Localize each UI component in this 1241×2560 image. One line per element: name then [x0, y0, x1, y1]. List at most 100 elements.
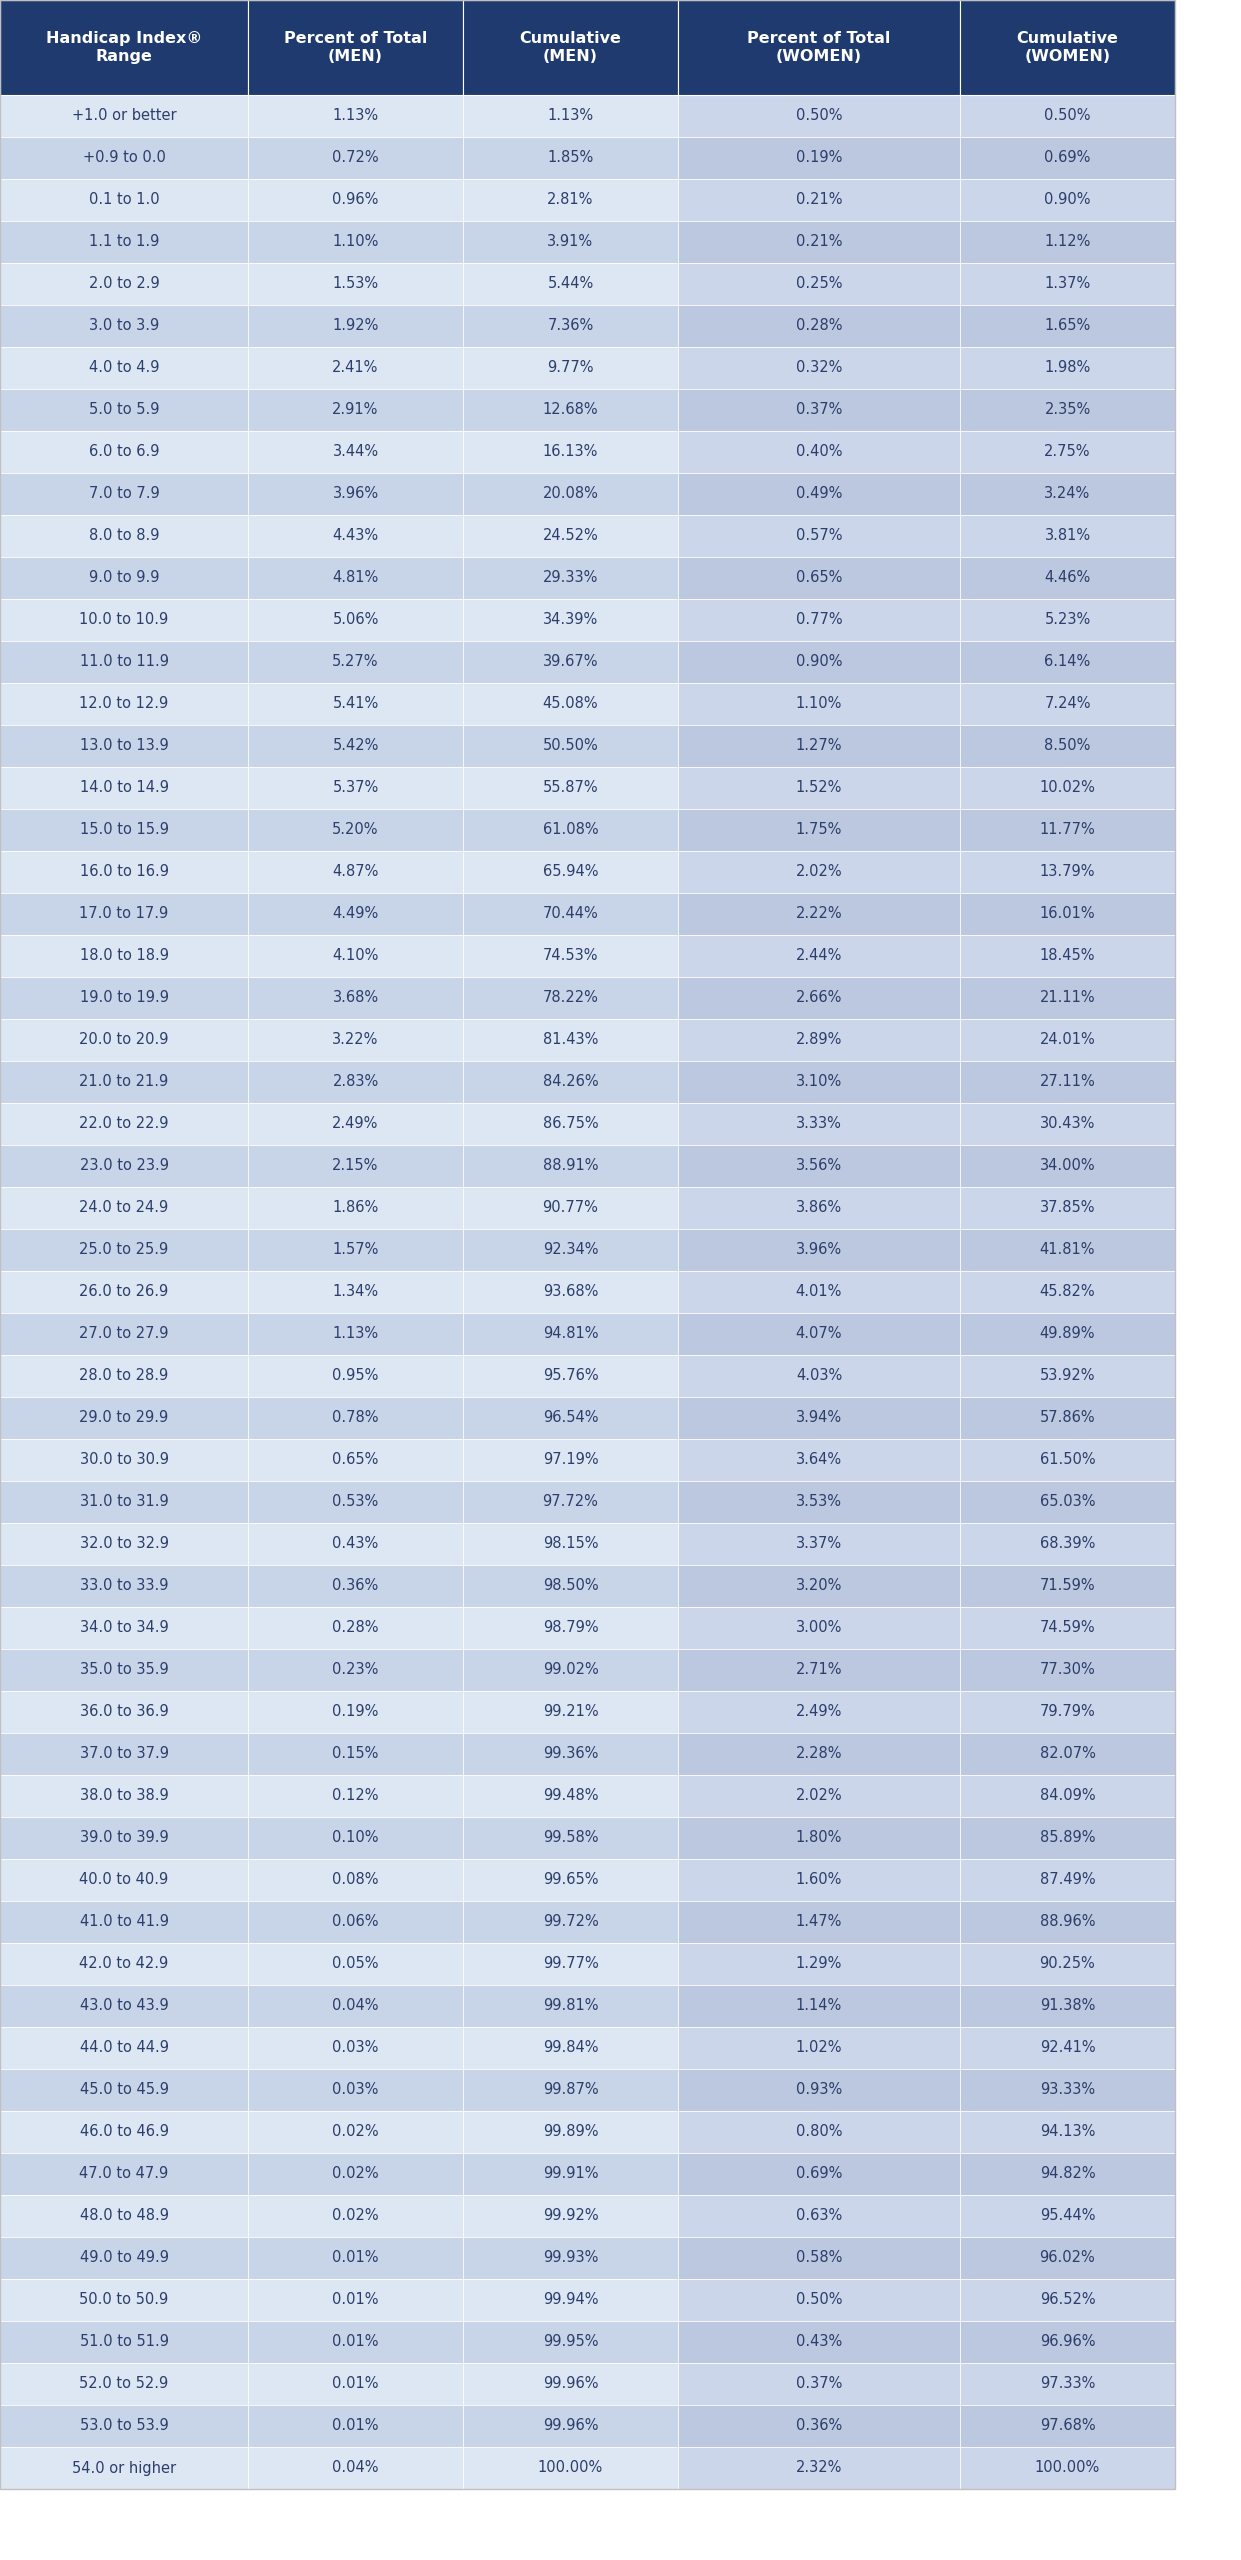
Text: +1.0 or better: +1.0 or better [72, 108, 176, 123]
Bar [0, 978, 248, 1019]
Bar [248, 1984, 463, 2028]
Text: 5.27%: 5.27% [333, 655, 379, 671]
Bar [961, 2068, 1175, 2112]
Text: 0.04%: 0.04% [333, 1999, 379, 2015]
Bar [678, 724, 961, 768]
Bar [248, 2278, 463, 2322]
Text: 18.0 to 18.9: 18.0 to 18.9 [79, 950, 169, 963]
Text: 1.57%: 1.57% [333, 1242, 379, 1257]
Bar [961, 599, 1175, 640]
Bar [678, 515, 961, 558]
Text: 1.86%: 1.86% [333, 1201, 379, 1216]
Bar [678, 2028, 961, 2068]
Bar [961, 1774, 1175, 1818]
Bar [248, 640, 463, 684]
Bar [0, 1188, 248, 1229]
Text: 44.0 to 44.9: 44.0 to 44.9 [79, 2040, 169, 2056]
Text: 1.92%: 1.92% [333, 317, 379, 333]
Bar [961, 1398, 1175, 1439]
Bar [248, 1692, 463, 1733]
Text: 5.0 to 5.9: 5.0 to 5.9 [89, 402, 159, 417]
Bar [463, 1523, 678, 1564]
Text: 3.37%: 3.37% [795, 1536, 843, 1551]
Bar [248, 850, 463, 893]
Bar [463, 1902, 678, 1943]
Bar [463, 2237, 678, 2278]
Bar [0, 1692, 248, 1733]
Text: 3.96%: 3.96% [333, 486, 379, 502]
Bar [463, 1649, 678, 1692]
Text: 2.71%: 2.71% [795, 1661, 843, 1677]
Text: 4.0 to 4.9: 4.0 to 4.9 [89, 361, 159, 376]
Bar [678, 1523, 961, 1564]
Text: 97.33%: 97.33% [1040, 2376, 1096, 2391]
Text: 99.87%: 99.87% [542, 2081, 598, 2097]
Bar [248, 768, 463, 809]
Text: 53.92%: 53.92% [1040, 1370, 1096, 1382]
Bar [678, 934, 961, 978]
Text: 0.63%: 0.63% [795, 2209, 843, 2225]
Bar [248, 934, 463, 978]
Bar [463, 264, 678, 305]
Text: 23.0 to 23.9: 23.0 to 23.9 [79, 1160, 169, 1172]
Bar [961, 1354, 1175, 1398]
Bar [463, 1859, 678, 1902]
Bar [0, 2447, 248, 2488]
Text: 0.32%: 0.32% [795, 361, 843, 376]
Bar [248, 179, 463, 220]
Text: 2.66%: 2.66% [795, 991, 843, 1006]
Text: 65.94%: 65.94% [542, 865, 598, 881]
Text: 16.0 to 16.9: 16.0 to 16.9 [79, 865, 169, 881]
Text: 3.24%: 3.24% [1045, 486, 1091, 502]
Bar [961, 1859, 1175, 1902]
Text: 99.96%: 99.96% [542, 2376, 598, 2391]
Bar [248, 1313, 463, 1354]
Bar [0, 179, 248, 220]
Text: 13.79%: 13.79% [1040, 865, 1096, 881]
Bar [248, 2112, 463, 2153]
Text: 27.0 to 27.9: 27.0 to 27.9 [79, 1326, 169, 1341]
Text: 7.36%: 7.36% [547, 317, 593, 333]
Bar [678, 640, 961, 684]
Bar [961, 934, 1175, 978]
Text: 0.49%: 0.49% [795, 486, 843, 502]
Text: 78.22%: 78.22% [542, 991, 598, 1006]
Bar [463, 1060, 678, 1103]
Text: 0.77%: 0.77% [795, 612, 843, 627]
Text: 8.50%: 8.50% [1045, 737, 1091, 753]
Text: 3.10%: 3.10% [795, 1075, 843, 1091]
Text: 29.33%: 29.33% [542, 571, 598, 586]
Text: 94.82%: 94.82% [1040, 2166, 1096, 2181]
Bar [961, 768, 1175, 809]
Bar [678, 850, 961, 893]
Bar [678, 2447, 961, 2488]
Bar [248, 2068, 463, 2112]
Bar [248, 430, 463, 474]
Bar [463, 1818, 678, 1859]
Text: 51.0 to 51.9: 51.0 to 51.9 [79, 2335, 169, 2350]
Bar [463, 220, 678, 264]
Bar [961, 1608, 1175, 1649]
Bar [248, 1482, 463, 1523]
Bar [248, 558, 463, 599]
Bar [678, 2363, 961, 2404]
Bar [961, 1144, 1175, 1188]
Text: 1.52%: 1.52% [795, 781, 843, 796]
Bar [248, 1733, 463, 1774]
Text: 34.39%: 34.39% [542, 612, 598, 627]
Text: 45.82%: 45.82% [1040, 1285, 1096, 1300]
Bar [463, 305, 678, 348]
Text: 99.21%: 99.21% [542, 1705, 598, 1720]
Bar [463, 95, 678, 138]
Text: 99.91%: 99.91% [542, 2166, 598, 2181]
Bar [248, 1943, 463, 1984]
Text: 45.0 to 45.9: 45.0 to 45.9 [79, 2081, 169, 2097]
Bar [463, 893, 678, 934]
Bar [0, 1019, 248, 1060]
Bar [678, 348, 961, 389]
Bar [0, 640, 248, 684]
Bar [0, 95, 248, 138]
Text: 70.44%: 70.44% [542, 906, 598, 922]
Bar [463, 1270, 678, 1313]
Bar [248, 264, 463, 305]
